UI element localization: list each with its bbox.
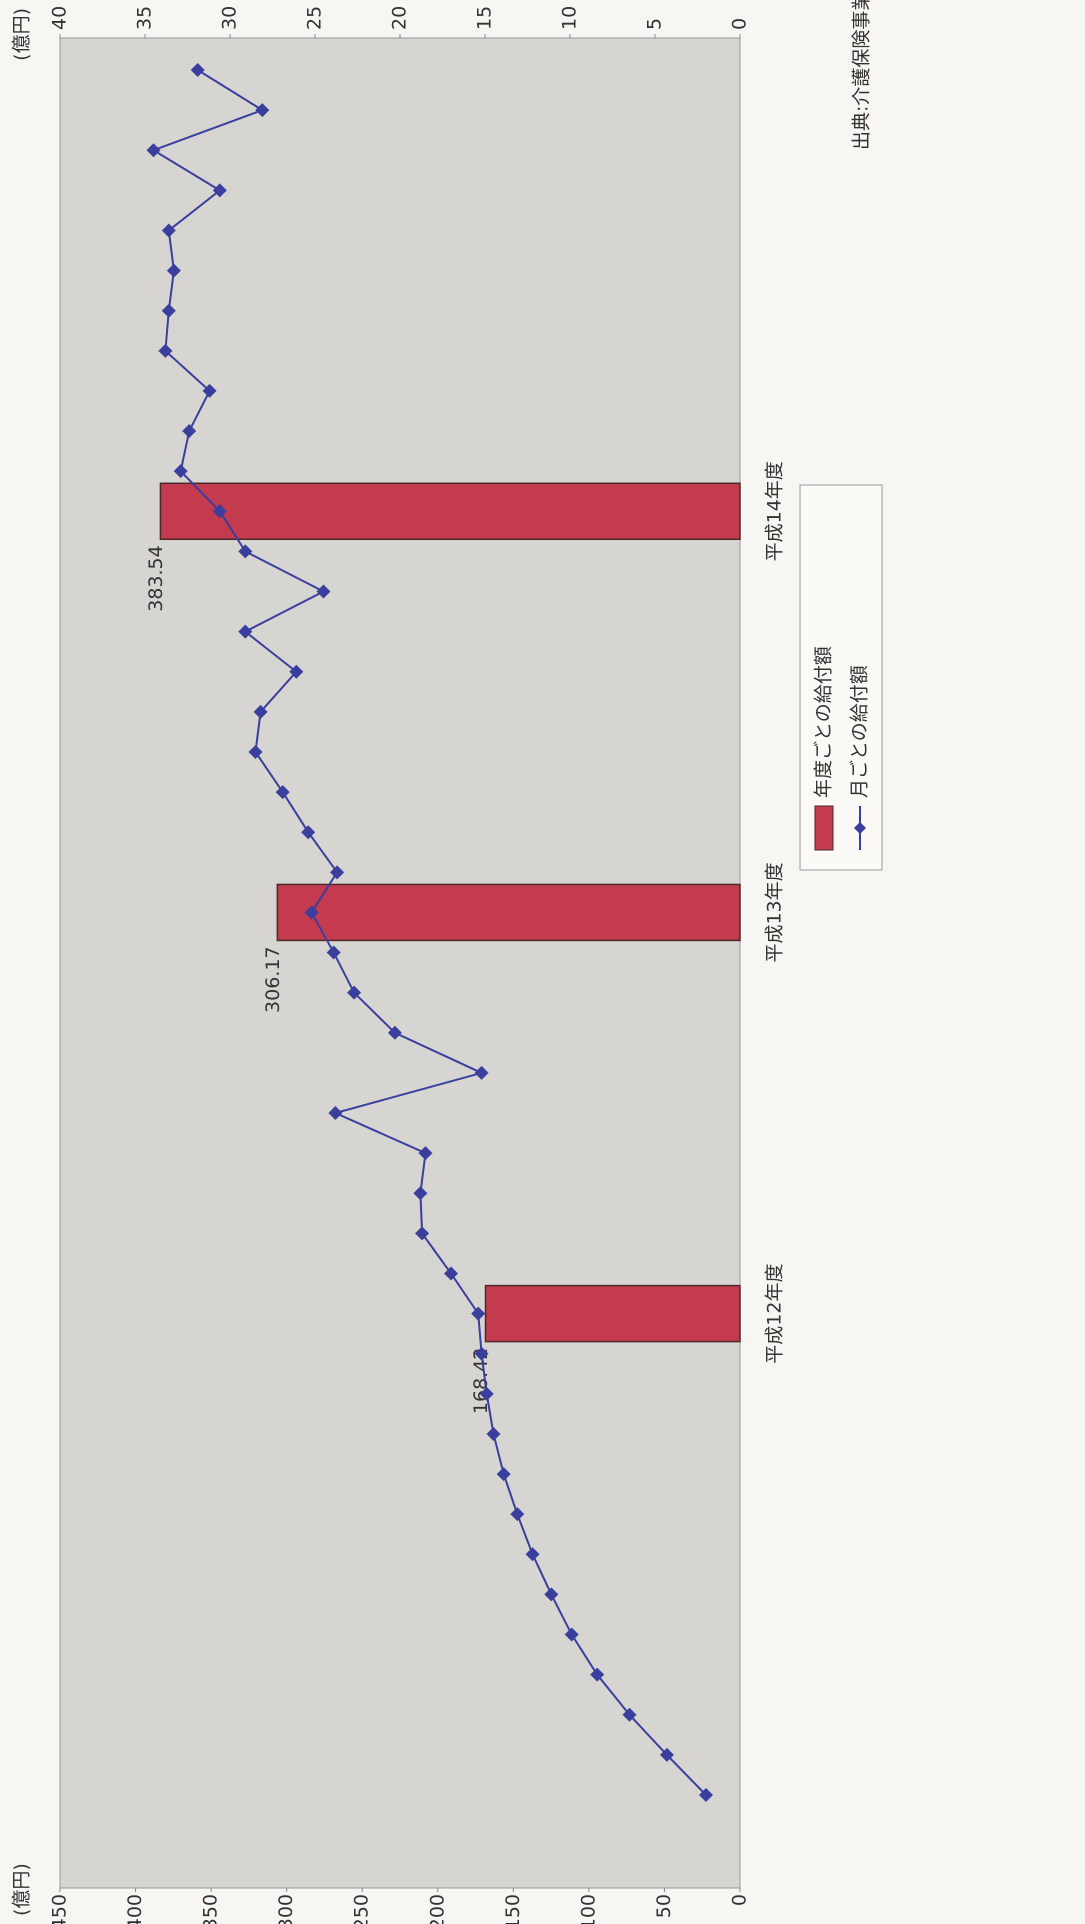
marker [622,1707,637,1722]
y-tick-label: 400 [124,1894,146,1924]
marker [659,1747,674,1762]
marker [444,1266,458,1281]
marker [146,143,161,158]
y2-tick-label: 5 [644,18,666,30]
marker [304,905,319,920]
x-tick-label: 平成14年度 [764,461,786,561]
bar [159,482,741,541]
marker [479,1386,494,1401]
y-tick-label: 0 [729,1894,751,1906]
marker [590,1667,605,1682]
marker [248,744,263,759]
y-tick-label: 300 [275,1894,297,1924]
marker [326,945,341,960]
marker [496,1467,511,1482]
marker [415,1226,430,1241]
y2-tick-label: 25 [304,6,326,30]
marker [544,1587,559,1602]
marker [525,1547,540,1562]
marker [158,343,173,358]
y-tick-label: 100 [577,1894,599,1924]
marker [471,1306,486,1321]
marker [510,1507,525,1522]
y-axis-label: (億円) [11,1863,33,1916]
marker [387,1025,402,1040]
source-note: 出典:介護保険事業状況報告 [851,0,873,150]
legend-box [799,484,883,871]
y2-tick-label: 30 [219,6,241,30]
legend-label: 月ごとの給付額 [849,665,871,798]
y-tick-label: 200 [426,1894,448,1924]
marker [330,865,345,880]
marker [182,424,197,439]
value-label: 383.54 [145,545,167,611]
marker [255,103,270,118]
value-label: 306.17 [262,946,284,1012]
marker [474,1065,489,1080]
bar [484,1284,741,1343]
marker [212,504,227,519]
marker [413,1186,428,1201]
y2-tick-label: 35 [134,6,156,30]
y-tick-label: 50 [653,1894,675,1918]
y2-axis-label: (億円) [11,8,33,61]
x-tick-label: 平成12年度 [764,1264,786,1364]
bar [276,883,741,942]
y-tick-label: 450 [49,1894,71,1924]
marker [289,664,304,679]
marker [316,584,331,599]
y-tick-label: 250 [351,1894,373,1924]
marker [161,223,176,238]
marker [474,1346,489,1361]
marker [212,183,227,198]
legend-swatch [814,805,834,851]
marker [699,1788,713,1802]
y2-tick-label: 15 [474,6,496,30]
marker [418,1146,433,1161]
marker [328,1106,343,1121]
marker [301,825,316,840]
marker [161,303,176,318]
y-tick-label: 350 [200,1894,222,1924]
marker [347,985,362,1000]
line [151,69,707,1796]
marker [166,263,181,278]
legend-marker [854,822,866,834]
marker [253,704,268,719]
marker [486,1426,501,1441]
marker [190,63,205,77]
y2-tick-label: 40 [49,6,71,30]
plot-area [59,37,741,1889]
marker [275,785,290,800]
y2-tick-label: 10 [559,6,581,30]
y2-tick-label: 0 [729,18,751,30]
marker [173,464,188,479]
marker [564,1627,579,1642]
x-tick-label: 平成13年度 [764,862,786,962]
y-tick-label: 150 [502,1894,524,1924]
marker [238,544,253,559]
rotated-chart: (億円) (億円) 出典:介護保険事業状況報告 0501001502002503… [11,0,883,1924]
y2-tick-label: 20 [389,6,411,30]
marker [202,383,217,398]
legend-label: 年度ごとの給付額 [813,646,835,798]
marker [238,624,253,639]
